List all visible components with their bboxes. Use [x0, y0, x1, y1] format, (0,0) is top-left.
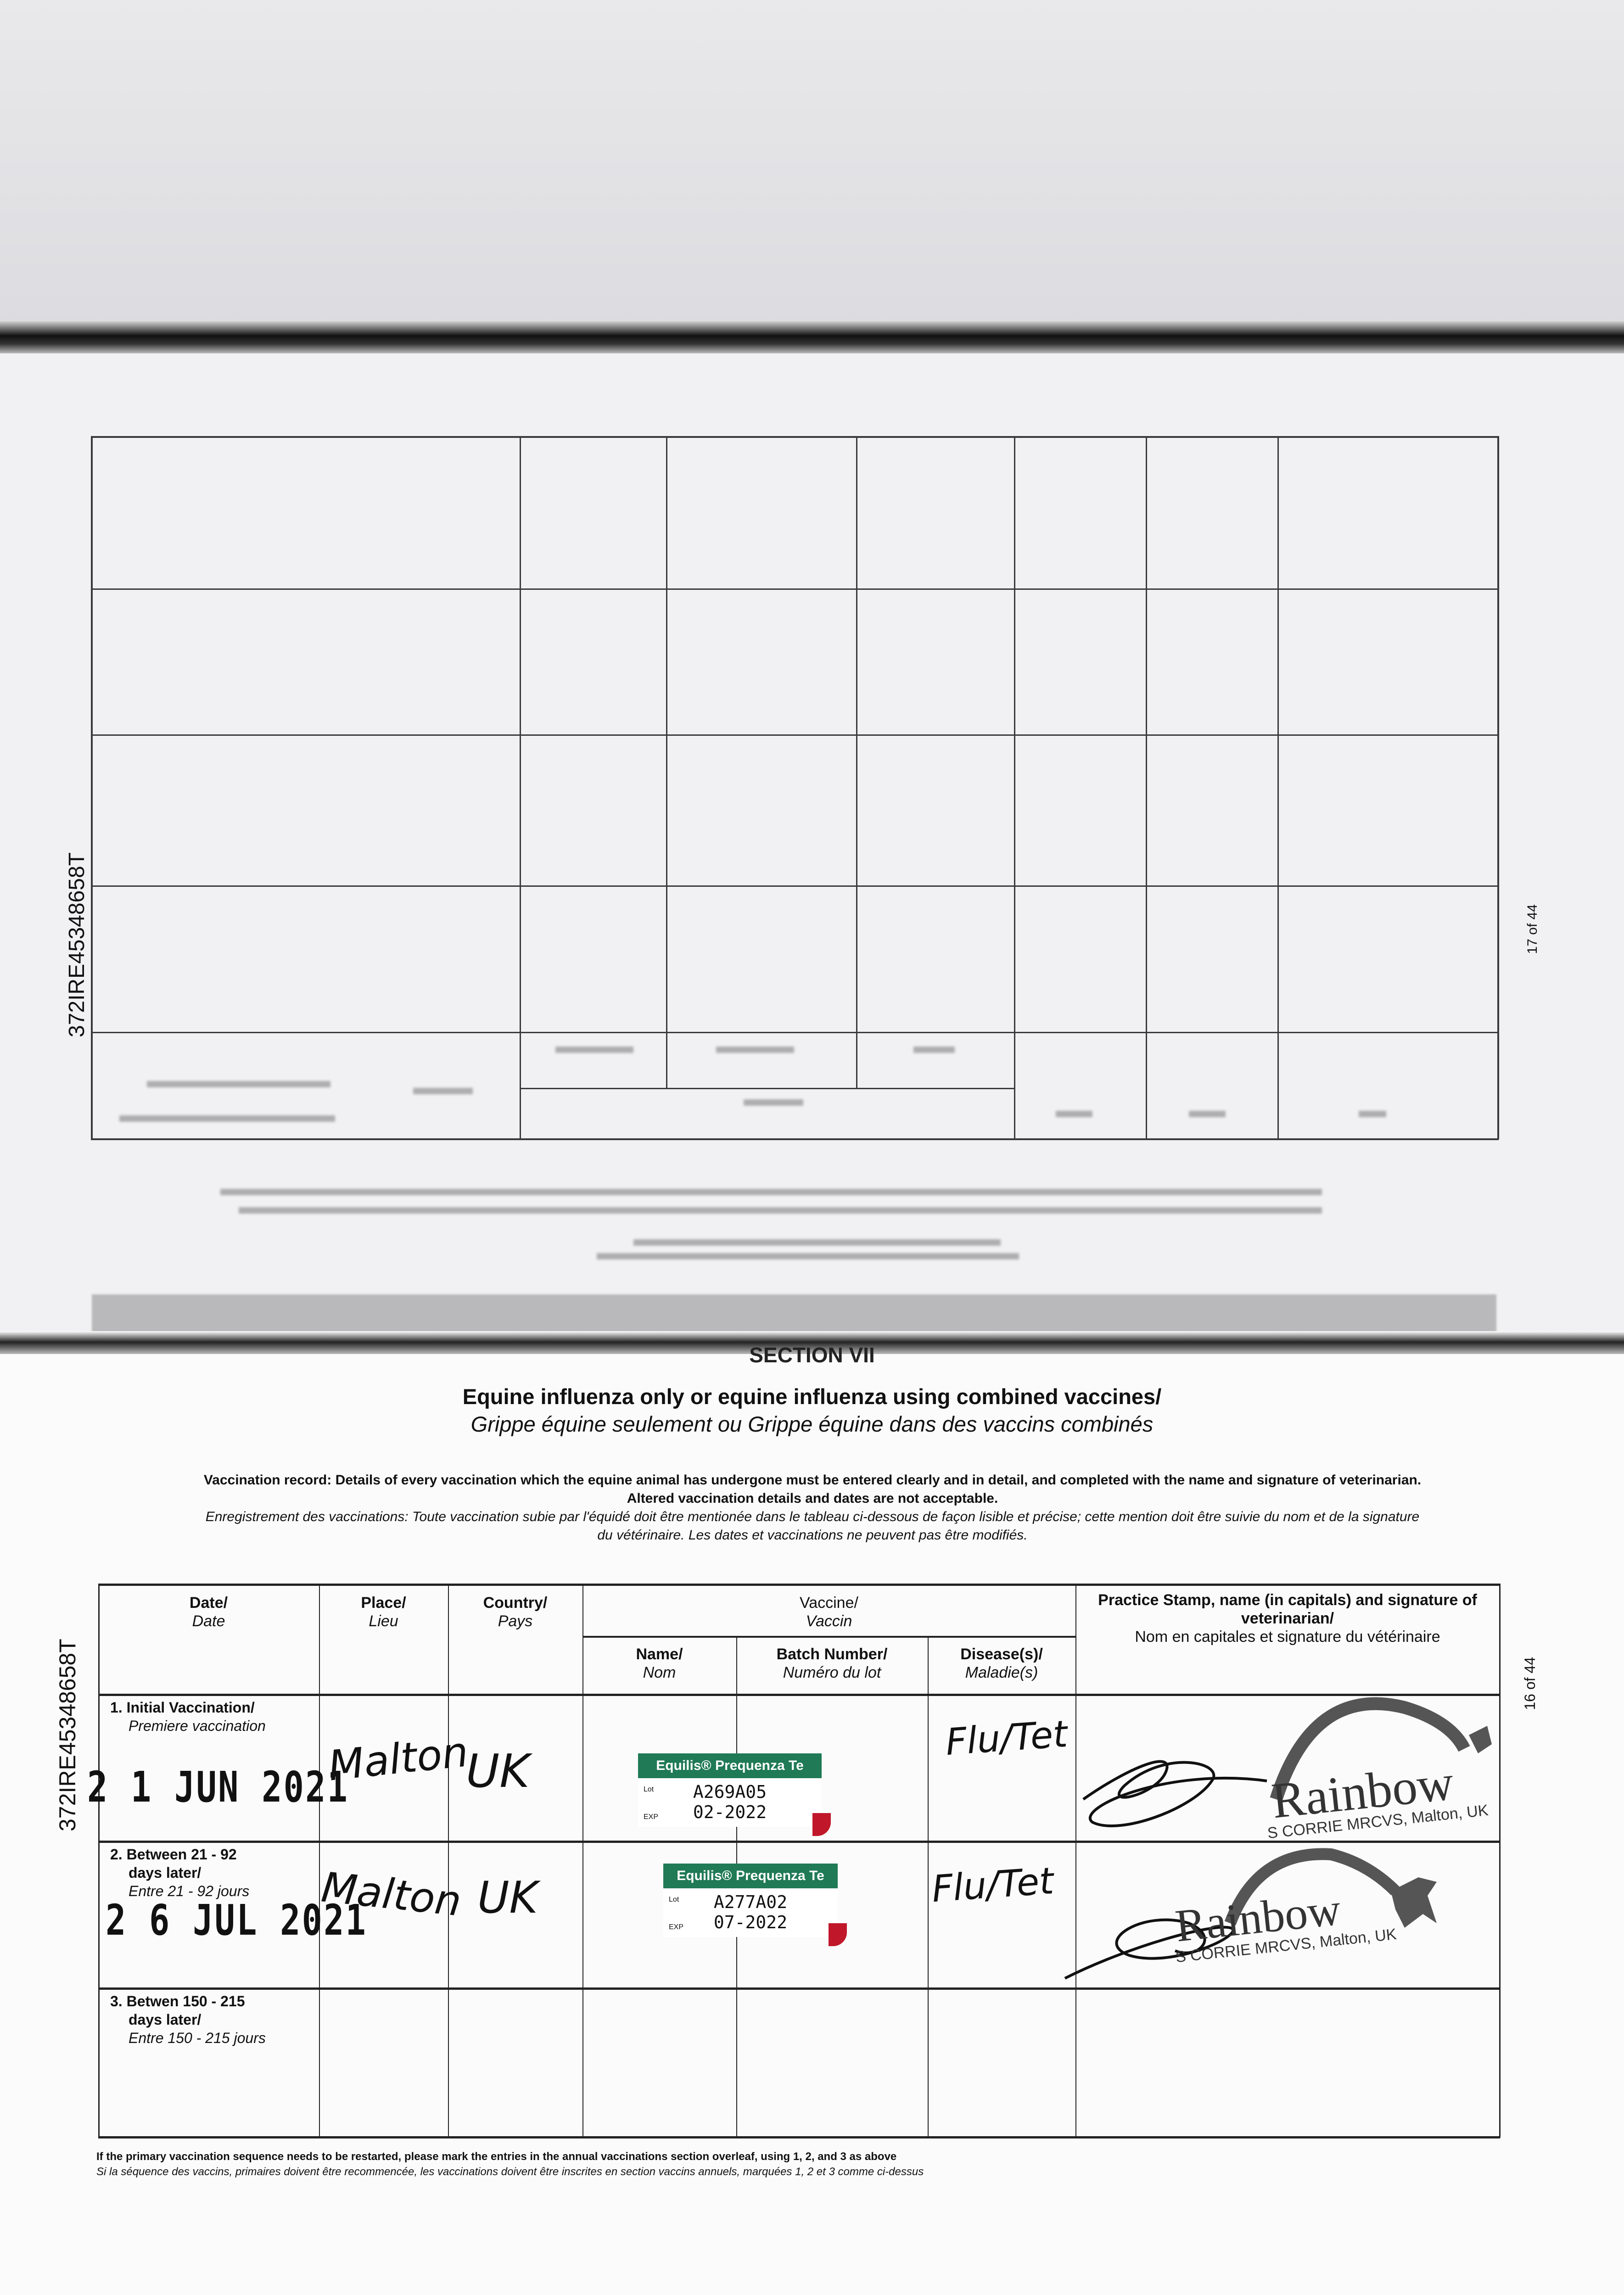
- header-name-en: Name/: [636, 1646, 683, 1663]
- vet-stamp: Rainbow S CORRIE MRCVS, Malton, UK: [1037, 1841, 1496, 1987]
- header-place-fr: Lieu: [369, 1612, 398, 1630]
- header-date-en: Date/: [189, 1594, 228, 1612]
- header-country-en: Country/: [483, 1594, 548, 1612]
- country-handwritten: UK: [466, 1744, 530, 1798]
- header-vet-fr: Nom en capitales et signature du vétérin…: [1135, 1628, 1440, 1646]
- previous-page-section-banner: [92, 1294, 1496, 1336]
- footer-note-fr: Si la séquence des vaccins, primaires do…: [96, 2166, 924, 2178]
- header-vaccine: Vaccine/ Vaccin: [582, 1594, 1075, 1630]
- header-batch: Batch Number/ Numéro du lot: [736, 1645, 928, 1682]
- section-title-fr: Grippe équine seulement ou Grippe équine…: [470, 1412, 1154, 1436]
- header-vaccine-en: Vaccine/: [800, 1594, 858, 1612]
- instructions-en: Vaccination record: Details of every vac…: [203, 1472, 1422, 1488]
- exp-tag: EXP: [644, 1813, 659, 1821]
- header-batch-en: Batch Number/: [776, 1646, 888, 1663]
- section-title-en: Equine influenza only or equine influenz…: [462, 1384, 1162, 1409]
- previous-page-identifier: 372IRE45348658T: [65, 852, 89, 1037]
- row-label: 2. Between 21 - 92 days later/ Entre 21 …: [110, 1845, 249, 1900]
- previous-page-number: 17 of 44: [1525, 904, 1540, 954]
- vet-stamp: Rainbow S CORRIE MRCVS, Malton, UK: [1074, 1694, 1496, 1842]
- row-label-en: 1. Initial Vaccination/: [110, 1699, 255, 1716]
- row-label: 3. Betwen 150 - 215 days later/ Entre 15…: [110, 1992, 266, 2047]
- vaccine-name: Equilis® Prequenza Te: [638, 1753, 822, 1778]
- header-date-fr: Date: [192, 1612, 225, 1630]
- expiry-date: 07-2022: [713, 1912, 788, 1932]
- header-place: Place/ Lieu: [319, 1594, 448, 1630]
- header-name: Name/ Nom: [582, 1645, 736, 1682]
- instructions-fr-note: du vétérinaire. Les dates et vaccination…: [597, 1528, 1028, 1543]
- country-handwritten: UK: [477, 1873, 538, 1923]
- header-date: Date/ Date: [98, 1594, 319, 1630]
- disease-handwritten: Flu/Tet: [944, 1712, 1069, 1764]
- row-label: 1. Initial Vaccination/ Premiere vaccina…: [110, 1698, 266, 1735]
- header-disease-fr: Maladie(s): [965, 1664, 1038, 1681]
- previous-page: 372IRE45348658T 17 of 44: [0, 353, 1624, 1336]
- row-label-en: 2. Between 21 - 92: [110, 1846, 237, 1863]
- row-label-fr: Entre 21 - 92 jours: [129, 1883, 250, 1899]
- stamp-arc-icon: [1082, 1697, 1492, 1827]
- stamp-arc-horse-icon: [1064, 1848, 1437, 1980]
- scanner-background: [0, 0, 1624, 330]
- header-batch-fr: Numéro du lot: [783, 1664, 881, 1681]
- exp-tag: EXP: [669, 1923, 684, 1931]
- row-label-en: 3. Betwen 150 - 215: [110, 1993, 245, 2010]
- lot-tag: Lot: [669, 1896, 679, 1903]
- page-identifier: 372IRE45348658T: [55, 1639, 80, 1831]
- page-number: 16 of 44: [1522, 1657, 1538, 1710]
- date-stamp: 2 6 JUL 2021: [106, 1896, 368, 1945]
- book-binding-shadow: [0, 321, 1624, 353]
- header-disease-en: Disease(s)/: [960, 1646, 1043, 1663]
- row-label-fr: Entre 150 - 215 jours: [129, 2030, 266, 2046]
- instructions-fr: Enregistrement des vaccinations: Toute v…: [205, 1509, 1420, 1524]
- section-number: SECTION VII: [749, 1343, 875, 1367]
- header-vet: Practice Stamp, name (in capitals) and s…: [1088, 1591, 1487, 1646]
- vaccine-name: Equilis® Prequenza Te: [663, 1864, 838, 1888]
- batch-number: A277A02: [713, 1892, 788, 1912]
- row-label-en-2: days later/: [129, 1864, 202, 1881]
- header-place-en: Place/: [361, 1594, 406, 1612]
- footer-note-en: If the primary vaccination sequence need…: [96, 2150, 897, 2163]
- header-vaccine-fr: Vaccin: [806, 1612, 852, 1630]
- row-label-en-2: days later/: [129, 2011, 202, 2028]
- lot-tag: Lot: [644, 1786, 654, 1793]
- header-disease: Disease(s)/ Maladie(s): [928, 1645, 1075, 1682]
- date-stamp: 2 1 JUN 2021: [87, 1763, 349, 1812]
- expiry-date: 02-2022: [693, 1802, 767, 1822]
- header-vet-en: Practice Stamp, name (in capitals) and s…: [1098, 1591, 1477, 1627]
- header-country-fr: Pays: [498, 1612, 533, 1630]
- vaccine-sticker: Equilis® Prequenza Te Lot EXP A269A05 02-…: [638, 1753, 831, 1836]
- instructions-en-note: Altered vaccination details and dates ar…: [627, 1491, 998, 1506]
- vaccine-sticker: Equilis® Prequenza Te Lot EXP A277A02 07-…: [663, 1864, 847, 1946]
- header-country: Country/ Pays: [448, 1594, 582, 1630]
- disease-handwritten: Flu/Tet: [930, 1859, 1055, 1911]
- batch-number: A269A05: [693, 1782, 767, 1802]
- row-label-fr: Premiere vaccination: [129, 1718, 266, 1734]
- header-name-fr: Nom: [643, 1664, 676, 1681]
